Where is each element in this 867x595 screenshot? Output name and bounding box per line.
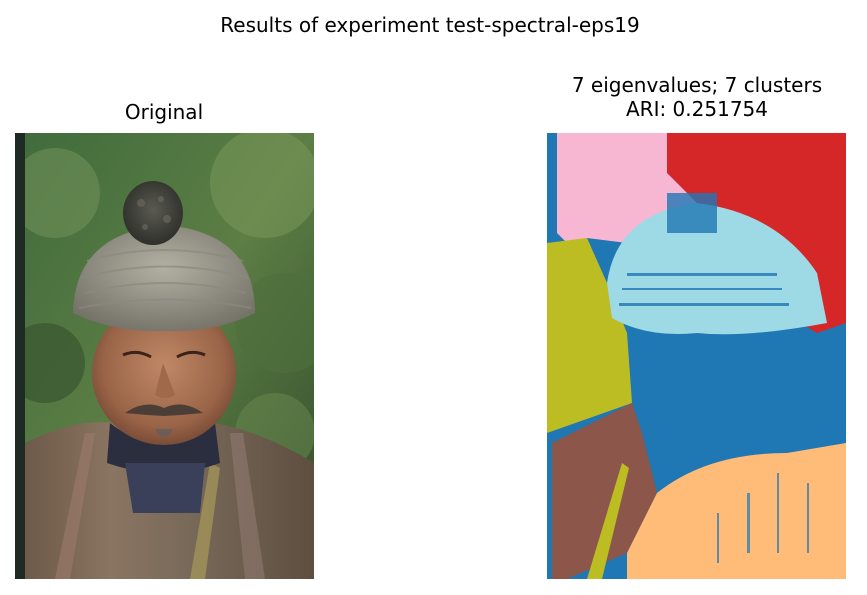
cluster-region-orange <box>627 443 846 579</box>
figure-title: Results of experiment test-spectral-eps1… <box>220 13 640 37</box>
segmentation-title-line-2: ARI: 0.251754 <box>625 97 768 121</box>
cap-speckles <box>619 193 789 306</box>
cluster-region-brown <box>552 403 657 579</box>
segmentation-title-line-1: 7 eigenvalues; 7 clusters <box>571 73 823 97</box>
cluster-region-cyan <box>607 203 827 335</box>
cluster-region-olive <box>547 238 632 433</box>
original-panel-title: Original <box>124 100 204 124</box>
cluster-region-olive-stripe <box>587 463 629 579</box>
orange-speckles <box>717 473 809 563</box>
original-photo <box>15 133 314 579</box>
segmentation-map <box>547 133 846 579</box>
segmentation-panel-title: 7 eigenvalues; 7 clusters ARI: 0.251754 <box>530 73 864 121</box>
